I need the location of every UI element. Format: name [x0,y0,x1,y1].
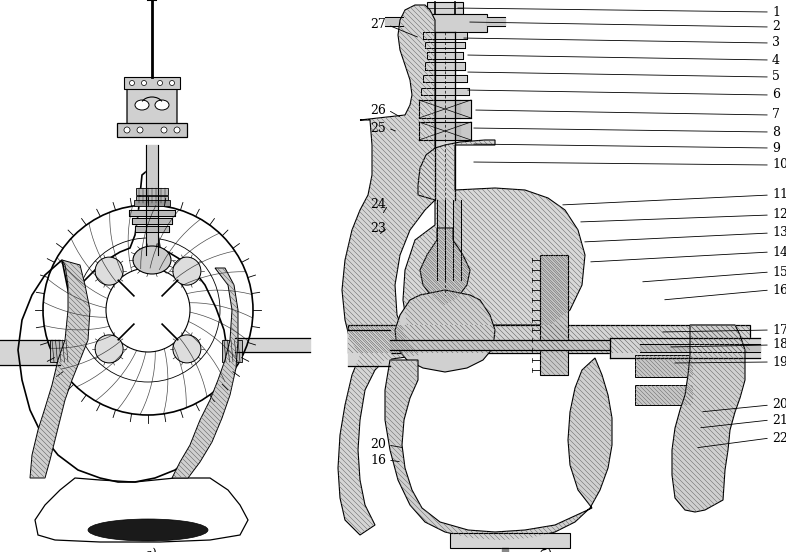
Text: 7: 7 [772,109,780,121]
Text: 20: 20 [370,438,386,452]
Text: 10: 10 [772,158,786,172]
Bar [136,188,168,195]
Text: 16: 16 [772,284,786,296]
Polygon shape [672,325,745,512]
Polygon shape [30,260,90,478]
Text: 8: 8 [772,125,780,139]
Text: 14: 14 [772,246,786,258]
Bar [403,14,487,32]
Ellipse shape [155,100,169,110]
Text: a): a) [143,548,157,552]
Circle shape [130,81,134,86]
Bar [635,385,693,405]
Text: 3: 3 [772,36,780,50]
Polygon shape [338,5,435,535]
Text: 11: 11 [772,188,786,201]
Text: 23: 23 [370,221,386,235]
Circle shape [141,81,146,86]
Bar [635,355,693,377]
Bar [117,123,187,137]
Circle shape [137,127,143,133]
Text: 25: 25 [370,121,386,135]
Circle shape [124,127,130,133]
Polygon shape [385,358,612,540]
Text: 13: 13 [772,226,786,240]
Circle shape [161,127,167,133]
Text: 22: 22 [772,432,786,444]
Polygon shape [395,290,495,372]
Bar [427,2,463,14]
Text: 2: 2 [772,20,780,34]
Polygon shape [172,268,238,478]
Bar [124,77,180,89]
Circle shape [95,335,123,363]
Polygon shape [348,325,750,353]
Text: б): б) [538,548,552,552]
Text: 27: 27 [370,19,386,31]
Text: 4: 4 [772,54,780,66]
Bar [136,196,168,203]
Text: 15: 15 [772,266,786,279]
Text: 5: 5 [772,71,780,83]
Bar [450,533,570,548]
Text: 19: 19 [772,355,786,369]
Bar [540,255,568,375]
Text: 6: 6 [772,88,780,102]
Text: 9: 9 [772,141,780,155]
Polygon shape [420,228,470,305]
Text: 20: 20 [772,399,786,411]
Ellipse shape [135,100,149,110]
Text: 26: 26 [370,104,386,116]
Circle shape [170,81,174,86]
Text: 12: 12 [772,209,786,221]
Text: 24: 24 [370,199,386,211]
Text: 21: 21 [772,413,786,427]
Text: 18: 18 [772,338,786,352]
Ellipse shape [88,519,208,541]
Circle shape [173,257,201,285]
Circle shape [174,127,180,133]
Bar [222,340,242,362]
Bar [50,340,70,362]
Circle shape [95,257,123,285]
Polygon shape [403,140,585,325]
Text: 17: 17 [772,323,786,337]
Ellipse shape [133,246,171,274]
Circle shape [173,335,201,363]
FancyBboxPatch shape [127,84,177,126]
Text: 1: 1 [772,6,780,19]
Bar [134,200,170,206]
Text: 16: 16 [370,454,386,466]
Circle shape [157,81,163,86]
